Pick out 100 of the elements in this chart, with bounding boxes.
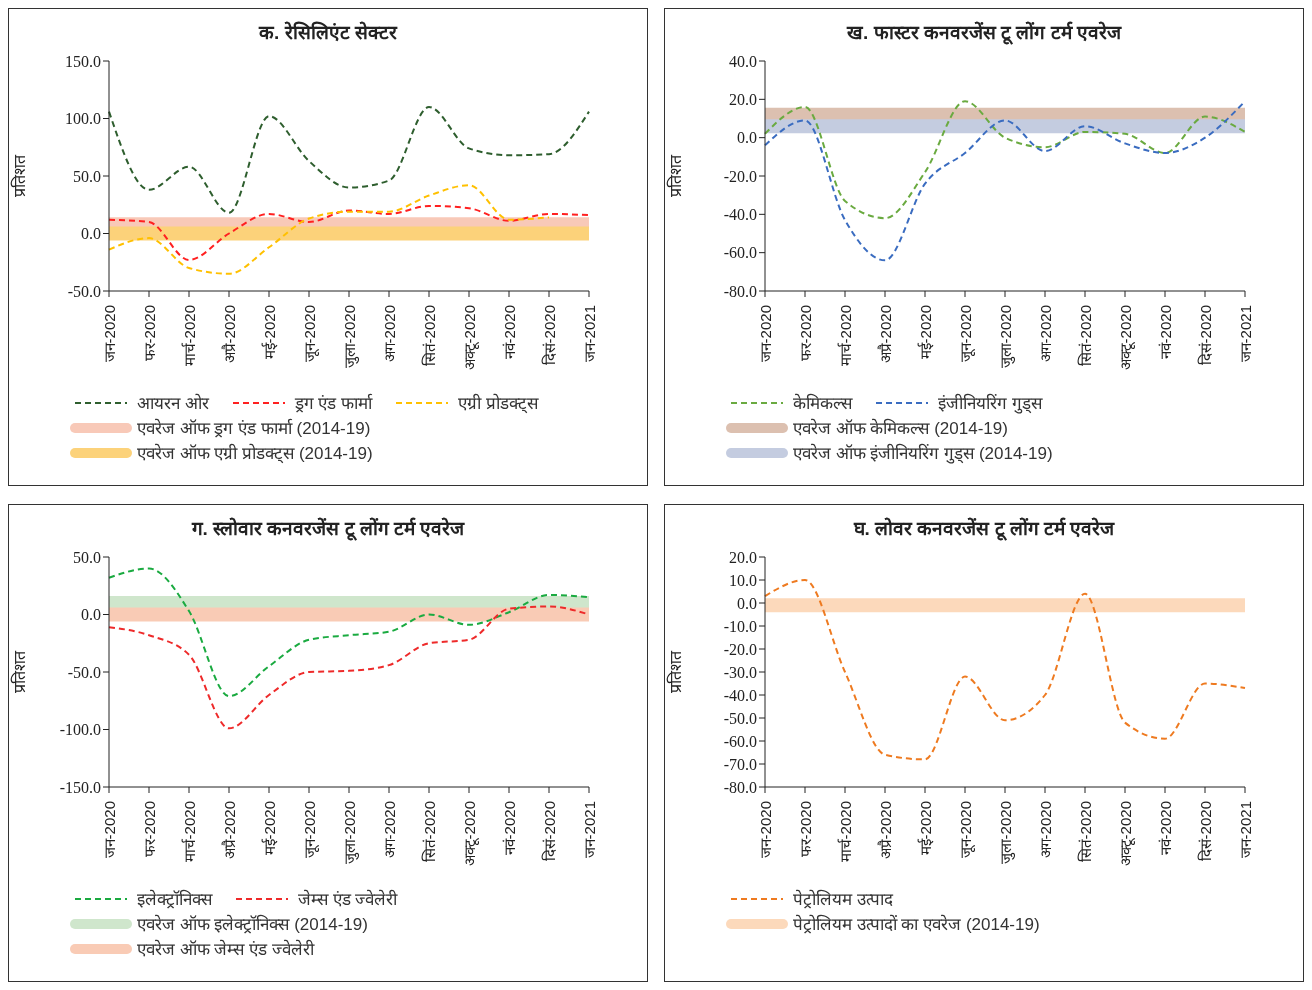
y-tick-label: 0.0 [737, 594, 757, 612]
y-tick-label: -60.0 [723, 244, 757, 262]
x-tick-label: सितं-2020 [420, 801, 438, 863]
chart-title: ग. स्लोवार कनवरजेंस टू लोंग टर्म एवरेज [190, 516, 466, 543]
y-tick-label: 0.0 [737, 129, 757, 147]
y-axis-title: प्रतिशत [665, 154, 684, 197]
x-tick-label: मई-2020 [260, 801, 278, 856]
legend-label: केमिकल्स [793, 392, 852, 414]
y-tick-label: -50.0 [67, 282, 101, 300]
x-tick-label: जून-2020 [300, 801, 320, 859]
line-series [108, 106, 590, 214]
x-tick-label: अग-2020 [1036, 305, 1054, 363]
x-tick-label: जन-2021 [1236, 801, 1254, 859]
x-tick-label: जन-2020 [756, 305, 774, 363]
legend-label: एवरेज ऑफ ड्रग एंड फार्मा (2014-19) [137, 417, 371, 439]
y-tick-label: -10.0 [723, 617, 757, 635]
x-tick-label: नवं-2020 [1156, 801, 1174, 856]
y-axis-title: प्रतिशत [9, 154, 28, 197]
x-tick-label: मई-2020 [260, 305, 278, 360]
legend-label: एवरेज ऑफ इलेक्ट्रॉनिक्स (2014-19) [137, 913, 368, 935]
y-tick-label: 150.0 [65, 52, 101, 70]
x-tick-label: जून-2020 [956, 801, 976, 859]
y-tick-label: -60.0 [723, 732, 757, 750]
x-tick-label: फर-2020 [140, 305, 158, 362]
y-tick-label: 50.0 [73, 167, 101, 185]
x-tick-label: अप्रै-2020 [220, 801, 238, 860]
x-tick-label: सितं-2020 [1076, 305, 1094, 367]
x-tick-label: फर-2020 [140, 801, 158, 858]
chart-title: घ. लोवर कनवरजेंस टू लोंग टर्म एवरेज [852, 516, 1116, 543]
x-tick-label: अग-2020 [380, 801, 398, 859]
x-tick-label: नवं-2020 [500, 305, 518, 360]
y-tick-label: -50.0 [67, 663, 101, 681]
x-tick-label: मई-2020 [916, 305, 934, 360]
x-tick-label: जन-2020 [100, 305, 118, 363]
x-tick-label: जन-2021 [580, 305, 598, 363]
x-tick-label: जन-2021 [580, 801, 598, 859]
legend-label: जेम्स एंड ज्वेलेरी [298, 888, 398, 910]
y-tick-label: 50.0 [73, 548, 101, 566]
line-series [764, 100, 1246, 220]
y-tick-label: -30.0 [723, 663, 757, 681]
line-series [108, 204, 590, 261]
y-tick-label: 20.0 [729, 91, 757, 109]
y-tick-label: 100.0 [65, 110, 101, 128]
x-tick-label: अग-2020 [380, 305, 398, 363]
x-tick-label: सितं-2020 [420, 305, 438, 367]
x-tick-label: अग-2020 [1036, 801, 1054, 859]
y-tick-label: -100.0 [59, 721, 101, 739]
line-series [764, 579, 1246, 761]
y-tick-label: 20.0 [729, 548, 757, 566]
x-tick-label: अप्रै-2020 [220, 305, 238, 364]
x-tick-label: जन-2021 [1236, 305, 1254, 363]
legend-label: पेट्रोलियम उत्पाद [793, 888, 893, 910]
y-tick-label: -80.0 [723, 778, 757, 796]
x-tick-label: जुला-2020 [340, 801, 360, 865]
legend-label: एवरेज ऑफ एग्री प्रोडक्ट्स (2014-19) [137, 442, 373, 464]
y-tick-label: 0.0 [81, 225, 101, 243]
x-tick-label: अक्टू-2020 [1116, 305, 1136, 371]
y-tick-label: -70.0 [723, 755, 757, 773]
x-tick-label: दिसं-2020 [540, 305, 558, 366]
x-tick-label: जन-2020 [756, 801, 774, 859]
chart-title: ख. फास्टर कनवरजेंस टू लोंग टर्म एवरेज [845, 20, 1123, 47]
x-tick-label: दिसं-2020 [540, 801, 558, 862]
x-tick-label: सितं-2020 [1076, 801, 1094, 863]
legend-label: इलेक्ट्रॉनिक्स [137, 888, 212, 910]
y-tick-label: -20.0 [723, 640, 757, 658]
legend-label: एवरेज ऑफ इंजीनियरिंग गुड्स (2014-19) [793, 442, 1053, 464]
x-tick-label: मार्च-2020 [180, 801, 198, 863]
x-tick-label: अक्टू-2020 [460, 305, 480, 371]
x-tick-label: मई-2020 [916, 801, 934, 856]
y-axis-title: प्रतिशत [665, 650, 684, 693]
legend-label: एग्री प्रोडक्ट्स [458, 392, 538, 414]
x-tick-label: जन-2020 [100, 801, 118, 859]
legend-label: ड्रग एंड फार्मा [294, 392, 373, 414]
x-tick-label: नवं-2020 [500, 801, 518, 856]
y-tick-label: -50.0 [723, 709, 757, 727]
y-tick-label: 40.0 [729, 52, 757, 70]
x-tick-label: मार्च-2020 [180, 305, 198, 367]
x-tick-label: जून-2020 [300, 305, 320, 363]
y-tick-label: 10.0 [729, 571, 757, 589]
x-tick-label: जुला-2020 [996, 801, 1016, 865]
line-series [108, 567, 590, 698]
y-tick-label: -80.0 [723, 282, 757, 300]
legend-label: एवरेज ऑफ केमिकल्स (2014-19) [793, 417, 1008, 439]
x-tick-label: जून-2020 [956, 305, 976, 363]
legend-label: पेट्रोलियम उत्पादों का एवरेज (2014-19) [793, 913, 1040, 935]
x-tick-label: फर-2020 [796, 305, 814, 362]
x-tick-label: अप्रै-2020 [876, 801, 894, 860]
x-tick-label: मार्च-2020 [836, 305, 854, 367]
x-tick-label: नवं-2020 [1156, 305, 1174, 360]
x-tick-label: जुला-2020 [340, 305, 360, 369]
chart-title: क. रेसिलिएंट सेक्टर [257, 20, 399, 45]
y-tick-label: -150.0 [59, 778, 101, 796]
y-tick-label: -40.0 [723, 206, 757, 224]
x-tick-label: अप्रै-2020 [876, 305, 894, 364]
x-tick-label: दिसं-2020 [1196, 801, 1214, 862]
x-tick-label: दिसं-2020 [1196, 305, 1214, 366]
y-tick-label: -20.0 [723, 167, 757, 185]
line-series [764, 100, 1246, 262]
y-tick-label: 0.0 [81, 606, 101, 624]
y-tick-label: -40.0 [723, 686, 757, 704]
